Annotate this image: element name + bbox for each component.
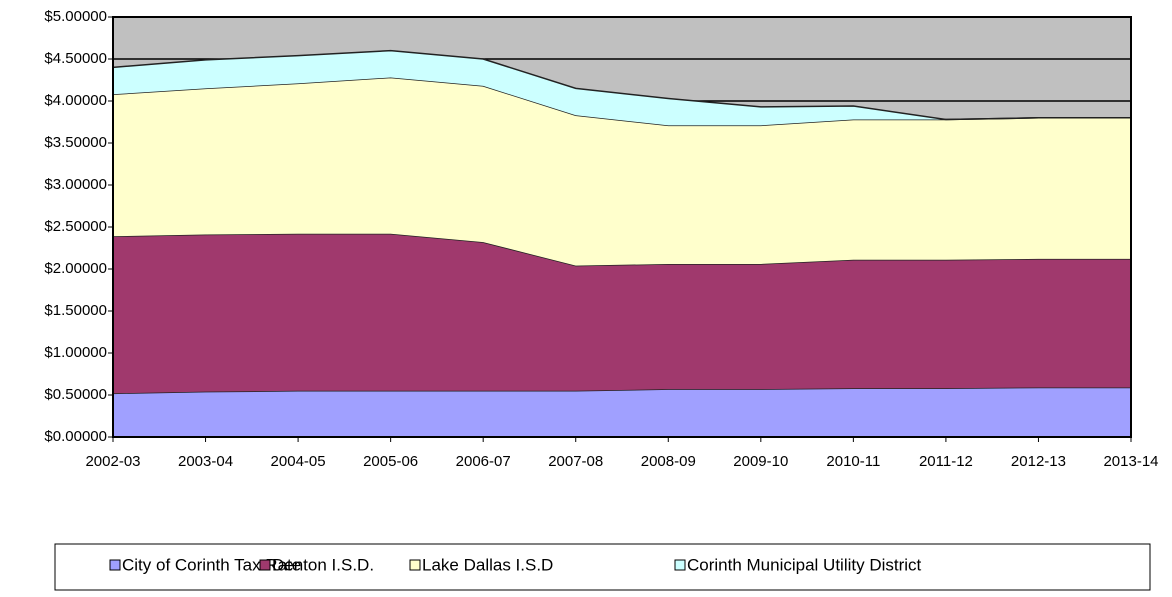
x-tick-label: 2011-12 [919, 453, 973, 470]
x-tick-label: 2007-08 [548, 453, 603, 470]
legend-box [54, 543, 1151, 591]
legend-label: Lake Dallas I.S.D [422, 555, 553, 574]
plot-border [112, 16, 1132, 438]
y-tick-label: $1.50000 [44, 302, 107, 319]
y-tick-label: $3.50000 [44, 134, 107, 151]
y-tick-label: $1.00000 [44, 344, 107, 361]
y-tick-label: $0.50000 [44, 386, 107, 403]
area [113, 50, 1131, 126]
y-tick-label: $5.00000 [44, 8, 107, 25]
y-tick-label: $4.00000 [44, 92, 107, 109]
y-tick-label: $4.50000 [44, 50, 107, 67]
y-tick-label: $2.50000 [44, 218, 107, 235]
y-tick-label: $3.00000 [44, 176, 107, 193]
x-tick-label: 2005-06 [363, 453, 418, 470]
x-tick-label: 2008-09 [641, 453, 696, 470]
legend-swatch [674, 559, 686, 571]
x-tick-label: 2004-05 [271, 453, 326, 470]
x-tick-label: 2013-14 [1103, 453, 1158, 470]
x-tick-label: 2006-07 [456, 453, 511, 470]
x-tick-label: 2009-10 [733, 453, 788, 470]
x-tick-label: 2002-03 [85, 453, 140, 470]
legend-label: City of Corinth Tax Rate [122, 555, 301, 574]
area [113, 233, 1131, 394]
area [113, 387, 1131, 437]
legend-label: Denton I.S.D. [272, 555, 374, 574]
area-edge [112, 49, 1131, 121]
area [113, 77, 1131, 266]
y-tick-label: $2.00000 [44, 260, 107, 277]
x-tick-label: 2003-04 [178, 453, 233, 470]
legend-label: Corinth Municipal Utility District [687, 555, 922, 574]
legend-swatch [409, 559, 421, 571]
legend-swatch [259, 559, 271, 571]
legend-swatch [109, 559, 121, 571]
x-tick-label: 2010-11 [826, 453, 880, 470]
x-tick-label: 2012-13 [1011, 453, 1066, 470]
y-tick-label: $0.00000 [44, 428, 107, 445]
